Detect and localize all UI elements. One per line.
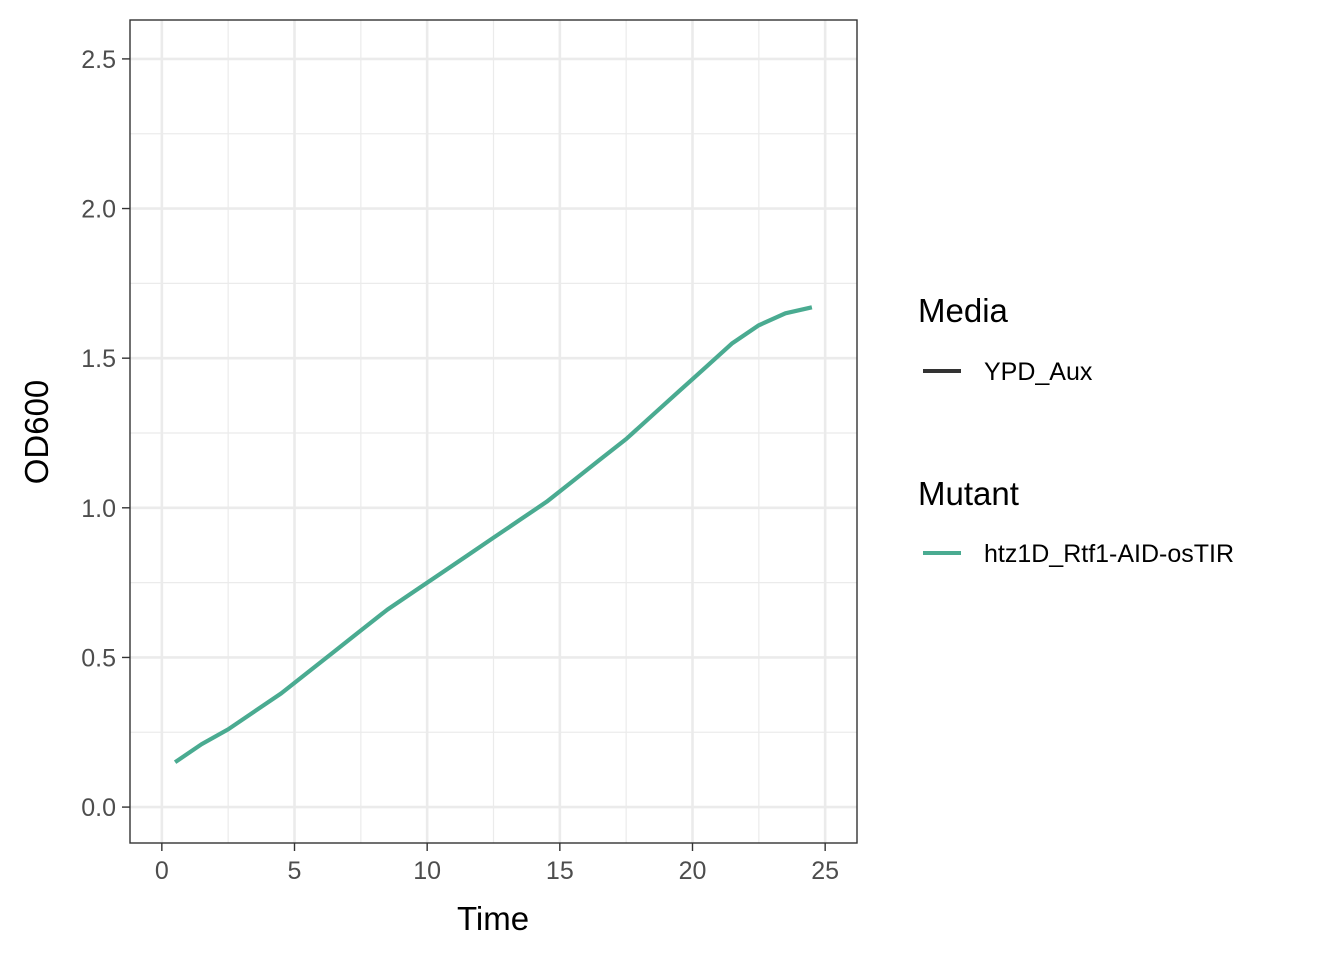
legend-media: Media YPD_Aux: [918, 292, 1093, 386]
legend-media-label: YPD_Aux: [984, 358, 1093, 386]
minor-grid: [130, 20, 857, 843]
x-tick-label: 5: [288, 857, 302, 885]
y-tick-label: 1.5: [81, 345, 116, 373]
y-tick-label: 1.0: [81, 495, 116, 523]
plot-panel-border: [129, 19, 858, 844]
major-grid: [130, 20, 857, 843]
x-tick-label: 25: [811, 857, 839, 885]
legend-media-title: Media: [918, 292, 1009, 329]
y-axis-title: OD600: [18, 380, 55, 485]
x-tick-label: 20: [679, 857, 707, 885]
y-tick-label: 0.0: [81, 794, 116, 822]
x-tick-label: 0: [155, 857, 169, 885]
x-axis: 0 5 10 15 20 25: [155, 843, 839, 885]
series-layer: [173, 305, 813, 764]
legend-mutant-label: htz1D_Rtf1-AID-osTIR: [984, 540, 1234, 568]
legend-mutant-title: Mutant: [918, 475, 1019, 512]
x-tick-label: 15: [546, 857, 574, 885]
x-axis-title: Time: [457, 900, 529, 937]
y-axis: 0.0 0.5 1.0 1.5 2.0 2.5: [81, 46, 130, 822]
y-tick-label: 2.5: [81, 46, 116, 74]
y-tick-label: 0.5: [81, 644, 116, 672]
y-tick-label: 2.0: [81, 196, 116, 224]
legend-mutant: Mutant htz1D_Rtf1-AID-osTIR: [918, 475, 1234, 568]
x-tick-label: 10: [413, 857, 441, 885]
series-line: [173, 305, 813, 764]
